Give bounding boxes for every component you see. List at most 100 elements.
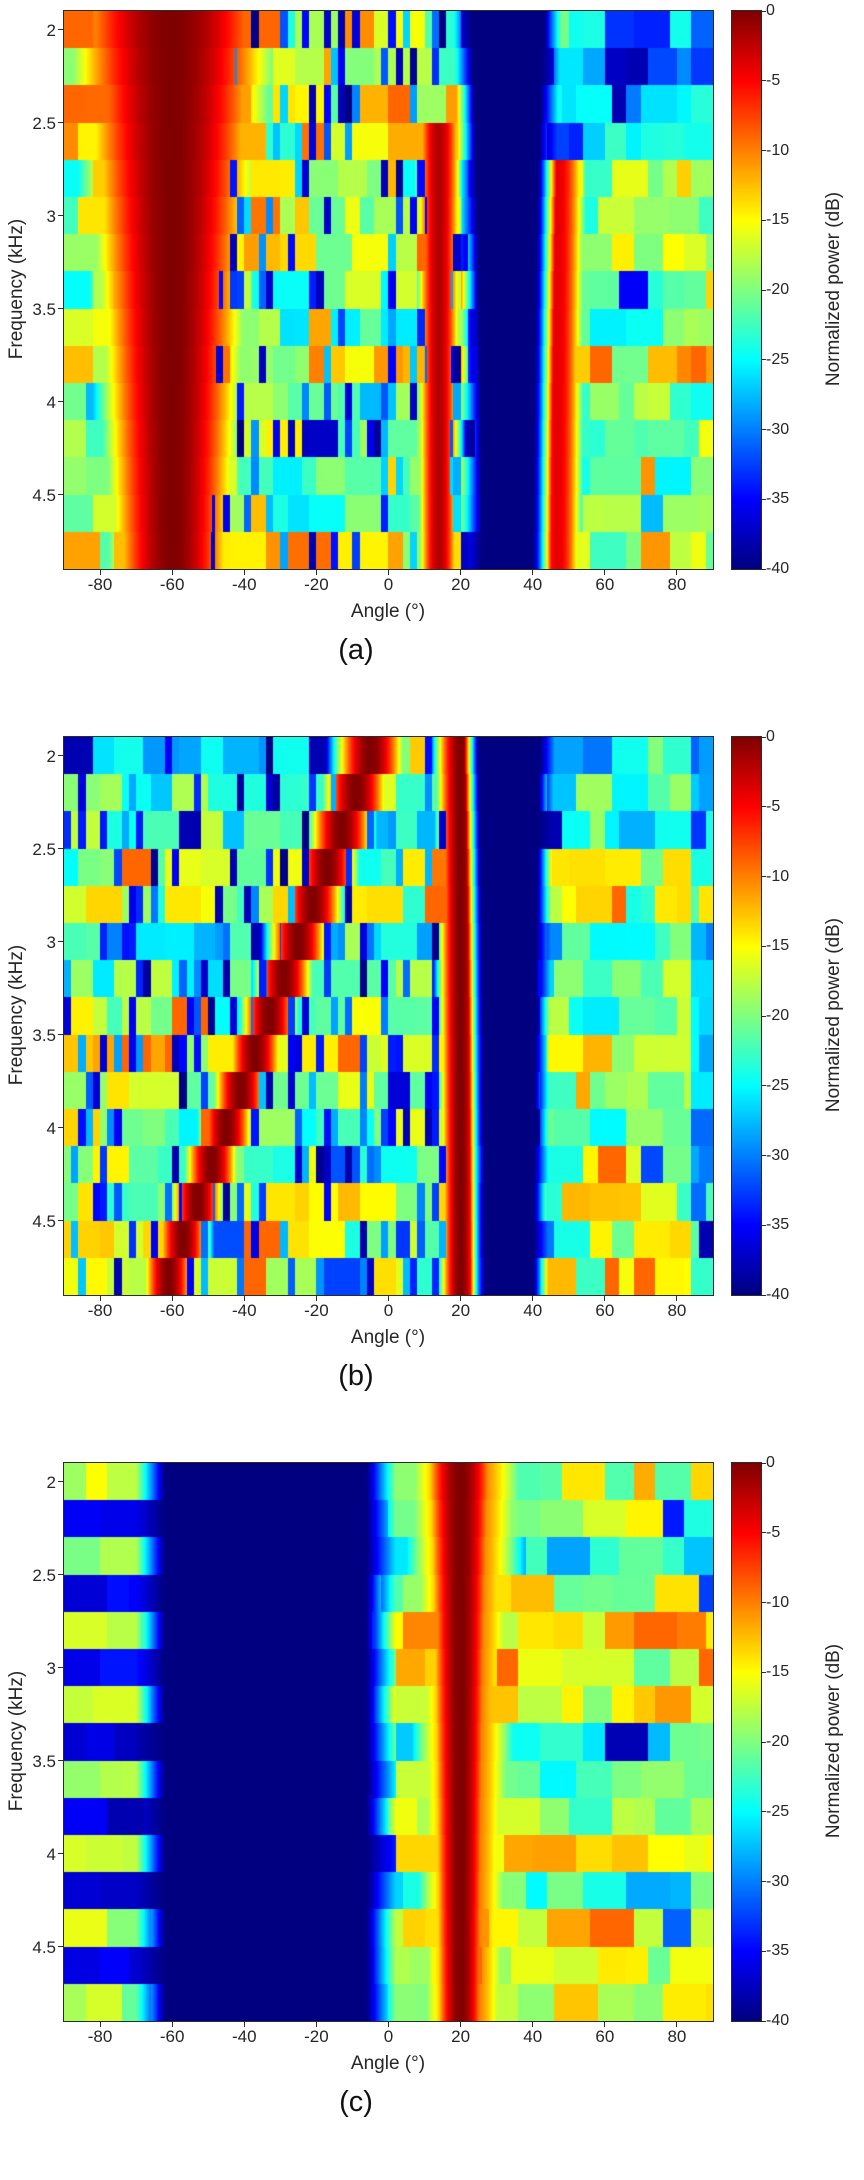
y-tick-label: 3.5 (32, 1751, 56, 1771)
y-tick-mark (58, 1034, 63, 1036)
x-tick-label: -40 (231, 2027, 257, 2046)
colorbar-tick-mark (762, 1602, 766, 1603)
x-tick-mark (99, 1296, 101, 1301)
x-axis-label: Angle (°) (350, 601, 426, 622)
heatmap-canvas-c (63, 1462, 714, 2022)
x-tick-label: -80 (87, 1301, 113, 1320)
colorbar-label: Normalized power (dB) (823, 1643, 844, 1839)
y-tick-mark (58, 848, 63, 850)
x-tick-label: 40 (523, 1301, 543, 1320)
x-tick-label: -20 (304, 2027, 329, 2046)
colorbar-canvas-a (731, 10, 762, 570)
colorbar-tick-mark (762, 1015, 766, 1017)
colorbar-tick-mark (762, 429, 766, 430)
x-tick-mark (676, 570, 678, 575)
x-tick-label: 0 (383, 1301, 394, 1320)
colorbar-tick-mark (762, 1881, 766, 1882)
colorbar-tick-mark (762, 80, 766, 82)
x-tick-mark (604, 2022, 606, 2027)
x-tick-mark (460, 2022, 462, 2027)
x-axis-label: Angle (°) (350, 1327, 426, 1348)
y-tick-mark (58, 1481, 63, 1483)
y-tick-mark (58, 122, 63, 124)
colorbar-tick-label: -5 (766, 71, 781, 89)
x-tick-mark (315, 1296, 317, 1301)
colorbar-tick-label: -30 (766, 1872, 790, 1890)
panel-caption-a: (a) (338, 634, 374, 666)
colorbar-canvas-c (731, 1462, 762, 2022)
colorbar-tick-mark (762, 945, 766, 947)
y-tick-mark (58, 1853, 63, 1855)
x-tick-mark (388, 570, 389, 575)
colorbar-tick-mark (762, 1155, 766, 1156)
heatmap-canvas-a (63, 10, 714, 570)
y-tick-label: 2 (46, 1472, 56, 1492)
y-tick-label: 3 (46, 932, 56, 952)
x-tick-mark (99, 570, 101, 575)
y-tick-label: 4 (46, 1844, 56, 1864)
x-tick-mark (171, 570, 173, 575)
x-tick-label: 80 (667, 575, 687, 594)
y-axis-label: Frequency (kHz) (6, 944, 27, 1086)
colorbar-tick-label: -35 (766, 1942, 790, 1960)
y-tick-label: 2 (46, 20, 56, 40)
colorbar-tick-label: 0 (766, 2, 775, 19)
colorbar-tick-label: -25 (766, 350, 790, 368)
y-tick-mark (58, 1946, 63, 1948)
panel-b: Frequency (kHz) Angle (°) Normalized pow… (0, 726, 864, 1452)
y-tick-mark (58, 494, 63, 496)
colorbar-label: Normalized power (dB) (823, 191, 844, 387)
y-axis-label: Frequency (kHz) (6, 1670, 27, 1812)
x-tick-mark (604, 570, 606, 575)
x-tick-label: -20 (304, 1301, 329, 1320)
x-tick-label: 20 (451, 2027, 471, 2046)
colorbar-tick-label: -40 (766, 560, 790, 577)
y-tick-mark (58, 401, 63, 403)
colorbar-tick-mark (762, 359, 766, 361)
y-tick-label: 4 (46, 392, 56, 412)
colorbar-tick-label: -10 (766, 867, 790, 885)
colorbar-tick-mark (762, 1294, 766, 1296)
x-tick-label: -20 (304, 575, 329, 594)
colorbar-tick-mark (762, 1950, 766, 1952)
colorbar-tick-mark (762, 568, 766, 570)
colorbar-tick-label: -35 (766, 1216, 790, 1234)
x-tick-label: 0 (383, 575, 394, 594)
colorbar-tick-label: -20 (766, 281, 790, 298)
x-tick-mark (99, 2022, 101, 2027)
x-tick-label: 40 (523, 2027, 543, 2046)
x-tick-mark (243, 2022, 245, 2027)
x-tick-label: -80 (87, 2027, 113, 2046)
x-tick-mark (676, 1296, 678, 1301)
colorbar-tick-mark (762, 2020, 766, 2022)
colorbar-tick-mark (762, 736, 766, 738)
colorbar-tick-mark (762, 1811, 766, 1813)
x-tick-mark (171, 2022, 173, 2027)
colorbar-tick-mark (762, 289, 766, 291)
colorbar-tick-label: 0 (766, 728, 775, 745)
colorbar-tick-mark (762, 150, 766, 151)
x-tick-mark (315, 2022, 317, 2027)
x-tick-label: 40 (523, 575, 543, 594)
x-tick-mark (388, 1296, 389, 1301)
y-tick-mark (58, 29, 63, 31)
x-tick-mark (604, 1296, 606, 1301)
colorbar-tick-mark (762, 876, 766, 877)
colorbar-tick-mark (762, 806, 766, 808)
x-tick-mark (676, 2022, 678, 2027)
colorbar-tick-label: -20 (766, 1007, 790, 1024)
y-tick-label: 4.5 (32, 1937, 56, 1957)
colorbar-tick-label: -15 (766, 211, 790, 229)
x-tick-label: -60 (159, 2027, 185, 2046)
y-tick-mark (58, 755, 63, 757)
x-tick-mark (388, 2022, 389, 2027)
x-tick-label: -60 (159, 575, 185, 594)
x-tick-mark (171, 1296, 173, 1301)
y-tick-label: 2.5 (32, 839, 56, 859)
panel-c: Frequency (kHz) Angle (°) Normalized pow… (0, 1452, 864, 2178)
x-tick-mark (532, 570, 534, 575)
x-tick-label: -40 (231, 575, 257, 594)
x-tick-mark (460, 1296, 462, 1301)
panel-a: Frequency (kHz) Angle (°) Normalized pow… (0, 0, 864, 726)
colorbar-tick-label: -20 (766, 1733, 790, 1750)
